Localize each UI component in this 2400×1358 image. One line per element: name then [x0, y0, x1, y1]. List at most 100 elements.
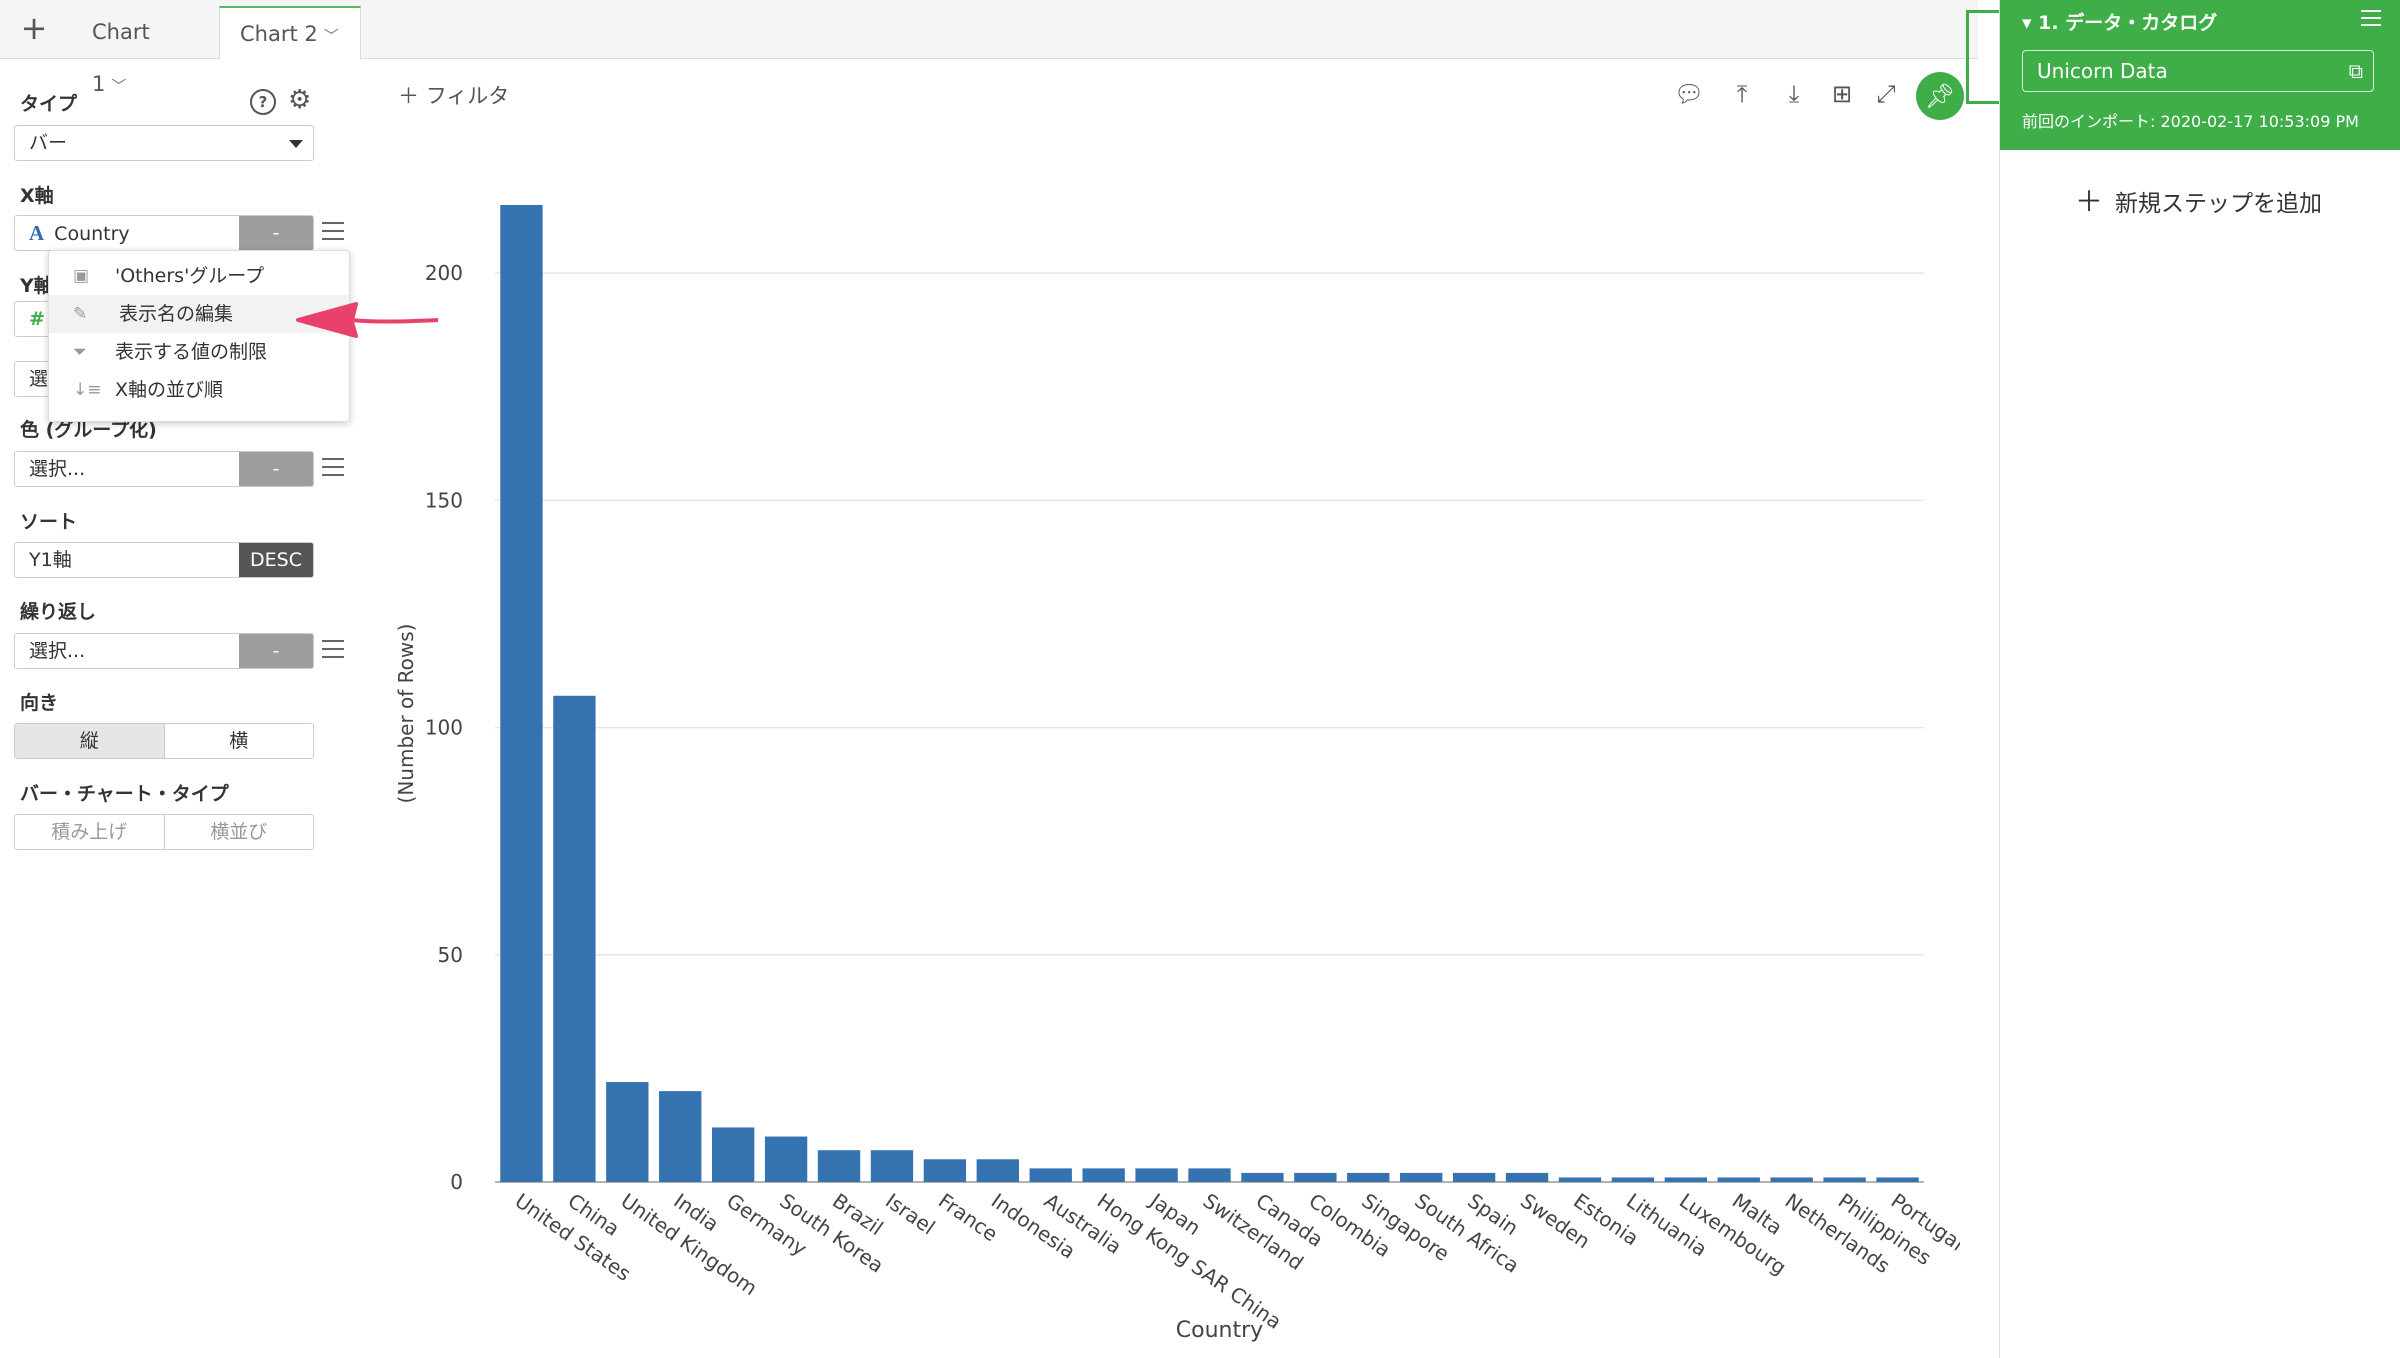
- bar: [1241, 1172, 1284, 1182]
- bar: [1347, 1172, 1390, 1182]
- bar: [1452, 1172, 1496, 1182]
- x-tick-label: France: [934, 1188, 1002, 1246]
- y-tick-label: 150: [425, 488, 463, 512]
- y-axis-title: (Number of Rows): [394, 624, 418, 804]
- step-menu-icon[interactable]: [2361, 10, 2381, 31]
- y-tick-label: 100: [425, 716, 463, 740]
- bar: [817, 1150, 861, 1182]
- add-step-label: 新規ステップを追加: [2115, 191, 2323, 217]
- bar: [1294, 1172, 1337, 1182]
- bar: [976, 1159, 1019, 1182]
- xaxis-field[interactable]: A Country -: [14, 215, 314, 251]
- color-menu-icon[interactable]: [322, 458, 344, 476]
- menu-item-label: 表示名の編集: [119, 303, 234, 325]
- repeat-value: 選択...: [29, 640, 86, 662]
- x-tick-label: Israel: [881, 1188, 940, 1239]
- bar: [1823, 1177, 1866, 1182]
- menu-item-others-group[interactable]: ▣ 'Others'グループ: [49, 257, 349, 295]
- bar-type-toggle: 積み上げ 横並び: [14, 814, 314, 850]
- y-tick-label: 0: [450, 1170, 463, 1194]
- add-filter-button[interactable]: ＋ フィルタ: [398, 80, 509, 110]
- bar: [1188, 1168, 1231, 1182]
- filter-label: フィルタ: [425, 84, 510, 108]
- table-icon[interactable]: ⊞: [1831, 80, 1853, 108]
- bar-type-stack-button[interactable]: 積み上げ: [15, 815, 165, 849]
- sort-value: Y1軸: [29, 549, 72, 571]
- caret-down-icon: [289, 140, 303, 148]
- step-source-label: Unicorn Data: [2037, 59, 2168, 83]
- gear-icon[interactable]: ⚙: [288, 85, 312, 115]
- xaxis-menu-icon[interactable]: [322, 222, 344, 240]
- bar: [659, 1091, 702, 1182]
- step-import-time: 前回のインポート: 2020-02-17 10:53:09 PM: [2022, 112, 2359, 131]
- comment-icon[interactable]: 💬︎: [1674, 80, 1705, 108]
- y-aggregate-value: 選: [29, 368, 49, 390]
- menu-item-label: 表示する値の制限: [115, 341, 268, 363]
- sort-icon: ↓≡: [73, 380, 102, 400]
- tab-chart-2[interactable]: Chart 2 ﹀: [219, 6, 361, 60]
- repeat-field[interactable]: 選択... -: [14, 633, 314, 669]
- menu-item-limit-values[interactable]: ⏷ 表示する値の制限: [49, 333, 349, 371]
- add-step-button[interactable]: ＋ 新規ステップを追加: [2075, 180, 2322, 220]
- chevron-down-icon: ﹀: [111, 77, 127, 95]
- add-tab-button[interactable]: +: [20, 9, 48, 47]
- step-title: ▾ 1. データ・カタログ: [2022, 12, 2218, 34]
- orientation-toggle: 縦 横: [14, 723, 314, 759]
- sort-field[interactable]: Y1軸 DESC: [14, 542, 314, 578]
- edit-icon: ✎: [73, 304, 88, 324]
- download-icon[interactable]: ⤓: [1788, 80, 1800, 108]
- tab-chart-1[interactable]: Chart 1 ﹀: [72, 6, 202, 96]
- bar-type-side-button[interactable]: 横並び: [210, 821, 268, 843]
- pin-icon: 📌︎: [1924, 82, 1956, 110]
- data-steps-panel: ▾ 1. データ・カタログ Unicorn Data ⧉ 前回のインポート: 2…: [1999, 0, 2400, 1358]
- bar: [923, 1159, 967, 1182]
- repeat-agg-button[interactable]: -: [239, 634, 313, 668]
- upload-icon[interactable]: ⤒: [1736, 80, 1748, 108]
- chart-config-panel: タイプ ? ⚙ バー X軸 A Country - Y軸 # 選 色 (グループ化…: [0, 59, 360, 1358]
- color-label: 色 (グループ化): [20, 419, 157, 441]
- menu-item-x-order[interactable]: ↓≡ X軸の並び順: [49, 371, 349, 409]
- orientation-label: 向き: [20, 692, 59, 714]
- sort-label: ソート: [20, 511, 78, 533]
- repeat-label: 繰り返し: [20, 601, 97, 623]
- external-link-icon[interactable]: ⧉: [2348, 59, 2363, 83]
- color-value: 選択...: [29, 458, 86, 480]
- chart-type-select[interactable]: バー: [14, 125, 314, 161]
- bar: [606, 1082, 649, 1182]
- annotation-arrow: [296, 302, 439, 338]
- chevron-down-icon: ﹀: [323, 27, 339, 45]
- pin-button[interactable]: 📌︎: [1916, 72, 1964, 120]
- orientation-vertical-button[interactable]: 縦: [15, 724, 165, 758]
- bar: [1505, 1172, 1549, 1182]
- filter-icon: ⏷: [73, 342, 87, 362]
- x-axis-title: Country: [1176, 1318, 1263, 1343]
- y-tick-label: 50: [438, 943, 463, 967]
- step-card[interactable]: ▾ 1. データ・カタログ Unicorn Data ⧉ 前回のインポート: 2…: [2000, 0, 2400, 150]
- bar: [1082, 1168, 1125, 1182]
- bar: [870, 1150, 914, 1182]
- bar: [1664, 1177, 1708, 1182]
- number-type-icon: #: [29, 308, 45, 330]
- group-icon: ▣: [73, 266, 90, 286]
- chart-type-value: バー: [29, 132, 68, 154]
- color-agg-button[interactable]: -: [239, 452, 313, 486]
- orientation-horizontal-button[interactable]: 横: [229, 730, 249, 752]
- xaxis-context-menu: ▣ 'Others'グループ ✎ 表示名の編集 ⏷ 表示する値の制限 ↓≡ X軸の並び順: [48, 250, 350, 422]
- menu-item-label: X軸の並び順: [115, 379, 224, 401]
- help-icon[interactable]: ?: [250, 89, 276, 115]
- sort-order-button[interactable]: DESC: [239, 543, 313, 577]
- tab-label: Chart 1: [92, 20, 150, 96]
- step-source-box[interactable]: Unicorn Data ⧉: [2022, 50, 2374, 92]
- bar: [553, 695, 596, 1182]
- color-field[interactable]: 選択... -: [14, 451, 314, 487]
- repeat-menu-icon[interactable]: [322, 640, 344, 658]
- xaxis-agg-button[interactable]: -: [239, 216, 313, 250]
- expand-icon[interactable]: ⤢: [1876, 80, 1896, 108]
- bar: [764, 1136, 808, 1182]
- menu-item-edit-display-name[interactable]: ✎ 表示名の編集: [49, 295, 349, 333]
- bar: [1558, 1177, 1602, 1182]
- bar: [1717, 1177, 1760, 1182]
- bar-type-label: バー・チャート・タイプ: [20, 783, 229, 805]
